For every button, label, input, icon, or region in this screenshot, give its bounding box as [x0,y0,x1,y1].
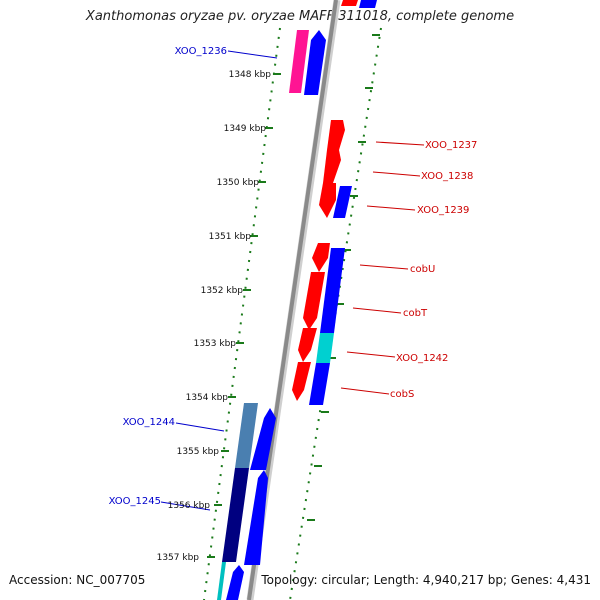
gene-feature[interactable] [316,333,334,363]
tick-labels: 1348 kbp 1349 kbp 1350 kbp 1351 kbp 1352… [157,70,272,563]
gene-label-xoo-1239[interactable]: XOO_1239 [417,205,469,216]
gene-feature[interactable] [250,408,276,470]
gene-feature[interactable] [327,120,345,150]
tick-label: 1351 kbp [209,232,252,242]
gene-feature[interactable] [309,363,330,405]
tick-label: 1350 kbp [217,178,260,188]
gene-feature[interactable] [323,150,341,183]
gene-label-cobs[interactable]: cobS [390,389,414,400]
gene-feature[interactable] [226,565,244,600]
tick-label: 1356 kbp [168,501,211,511]
gene-feature[interactable] [359,0,377,8]
gene-label-xoo-1238[interactable]: XOO_1238 [421,171,473,182]
gene-feature[interactable] [217,562,226,600]
label-leaders [160,50,425,511]
gene-feature[interactable] [222,468,249,562]
gene-label-xoo-1236[interactable]: XOO_1236 [175,46,227,57]
gene-feature[interactable] [303,272,325,330]
tick-label: 1348 kbp [229,70,272,80]
tick-label: 1353 kbp [194,339,237,349]
gene-feature[interactable] [341,0,358,6]
gene-feature[interactable] [312,243,330,272]
gene-label-xoo-1245[interactable]: XOO_1245 [109,496,161,507]
gene-feature[interactable] [235,403,258,468]
forward-genes [217,0,377,600]
gene-feature[interactable] [333,186,352,218]
left-guide-line [203,27,281,600]
tick-marks [207,34,380,558]
genome-title: Xanthomonas oryzae pv. oryzae MAFF 31101… [85,9,515,24]
tick-label: 1357 kbp [157,553,200,563]
accession-text: Accession: NC_007705 [9,573,146,587]
tick-label: 1349 kbp [224,124,267,134]
tick-label: 1355 kbp [177,447,220,457]
gene-label-xoo-1242[interactable]: XOO_1242 [396,353,448,364]
gene-labels: XOO_1236 XOO_1237 XOO_1238 XOO_1239 cobU… [109,46,478,507]
gene-label-xoo-1237[interactable]: XOO_1237 [425,140,477,151]
gene-feature[interactable] [304,30,326,95]
gene-feature[interactable] [289,30,309,93]
gene-feature[interactable] [292,362,311,401]
tick-label: 1352 kbp [201,286,244,296]
reverse-genes [292,120,345,401]
tick-label: 1354 kbp [186,393,229,403]
gene-label-cobt[interactable]: cobT [403,308,428,319]
gene-label-xoo-1244[interactable]: XOO_1244 [123,417,175,428]
gene-feature[interactable] [319,183,336,218]
genome-stats-text: Topology: circular; Length: 4,940,217 bp… [261,573,591,587]
gene-feature[interactable] [320,248,345,333]
gene-feature[interactable] [298,328,317,362]
gene-feature[interactable] [244,470,268,565]
gene-label-cobu[interactable]: cobU [410,264,435,275]
